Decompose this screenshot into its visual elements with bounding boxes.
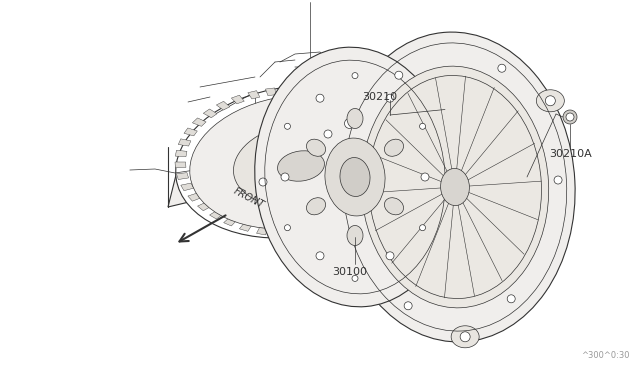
Polygon shape <box>318 89 330 97</box>
Ellipse shape <box>335 32 575 342</box>
Circle shape <box>324 130 332 138</box>
Circle shape <box>281 173 289 181</box>
Text: 30210: 30210 <box>362 92 397 102</box>
Polygon shape <box>310 228 321 236</box>
Circle shape <box>545 96 556 106</box>
Polygon shape <box>395 178 408 185</box>
Circle shape <box>344 118 355 128</box>
Polygon shape <box>399 167 411 174</box>
Polygon shape <box>193 118 206 126</box>
Polygon shape <box>400 156 411 162</box>
Ellipse shape <box>176 86 410 238</box>
Ellipse shape <box>307 139 326 156</box>
Circle shape <box>348 190 356 198</box>
Polygon shape <box>177 173 189 180</box>
Polygon shape <box>239 223 252 231</box>
Polygon shape <box>363 105 376 114</box>
Circle shape <box>460 332 470 342</box>
Polygon shape <box>188 193 202 201</box>
Circle shape <box>498 64 506 72</box>
Polygon shape <box>204 109 217 118</box>
Polygon shape <box>388 188 402 196</box>
Polygon shape <box>209 210 223 219</box>
Polygon shape <box>374 113 388 122</box>
Polygon shape <box>293 230 302 237</box>
Polygon shape <box>179 139 191 146</box>
Circle shape <box>508 295 515 303</box>
Ellipse shape <box>536 90 564 112</box>
Polygon shape <box>326 225 338 233</box>
Polygon shape <box>231 95 244 104</box>
Polygon shape <box>235 120 262 142</box>
Polygon shape <box>369 206 383 215</box>
Ellipse shape <box>190 95 396 229</box>
Polygon shape <box>248 91 260 99</box>
Ellipse shape <box>307 198 326 215</box>
Circle shape <box>352 275 358 281</box>
Polygon shape <box>334 93 347 101</box>
Polygon shape <box>235 154 260 174</box>
Ellipse shape <box>362 66 548 308</box>
Polygon shape <box>392 133 405 141</box>
Circle shape <box>284 123 291 129</box>
Circle shape <box>404 302 412 310</box>
Text: 30210A: 30210A <box>550 149 593 159</box>
Polygon shape <box>385 123 398 131</box>
Text: 30100: 30100 <box>333 267 367 277</box>
Ellipse shape <box>347 225 363 246</box>
Polygon shape <box>168 137 225 207</box>
Ellipse shape <box>385 139 403 156</box>
Polygon shape <box>356 214 370 223</box>
Text: ^300^0:30: ^300^0:30 <box>582 351 630 360</box>
Polygon shape <box>210 107 260 137</box>
Polygon shape <box>184 128 197 136</box>
Circle shape <box>386 252 394 260</box>
Polygon shape <box>275 230 285 237</box>
Circle shape <box>554 176 562 184</box>
Ellipse shape <box>340 157 370 196</box>
Circle shape <box>421 173 429 181</box>
Circle shape <box>259 178 267 186</box>
Circle shape <box>566 113 574 121</box>
Polygon shape <box>266 88 276 96</box>
Ellipse shape <box>278 151 324 181</box>
Ellipse shape <box>451 326 479 348</box>
Circle shape <box>386 94 394 102</box>
Polygon shape <box>380 198 394 206</box>
Ellipse shape <box>234 123 362 207</box>
Circle shape <box>284 225 291 231</box>
Polygon shape <box>175 150 187 157</box>
Circle shape <box>316 94 324 102</box>
Circle shape <box>316 252 324 260</box>
Polygon shape <box>198 202 211 211</box>
Polygon shape <box>342 220 355 229</box>
Circle shape <box>352 73 358 78</box>
Polygon shape <box>257 227 268 235</box>
Ellipse shape <box>347 109 363 128</box>
Polygon shape <box>284 87 293 94</box>
Circle shape <box>420 225 426 231</box>
Circle shape <box>420 123 426 129</box>
Ellipse shape <box>440 169 469 206</box>
Polygon shape <box>349 98 362 107</box>
Polygon shape <box>175 162 186 168</box>
Circle shape <box>395 71 403 79</box>
Circle shape <box>563 110 577 124</box>
Polygon shape <box>301 87 312 94</box>
Text: FRONT: FRONT <box>232 186 266 210</box>
Ellipse shape <box>335 112 364 134</box>
Polygon shape <box>223 217 237 226</box>
Polygon shape <box>216 101 230 110</box>
Polygon shape <box>180 183 194 191</box>
Ellipse shape <box>325 138 385 216</box>
Ellipse shape <box>255 47 455 307</box>
Polygon shape <box>397 144 410 151</box>
Ellipse shape <box>385 198 403 215</box>
